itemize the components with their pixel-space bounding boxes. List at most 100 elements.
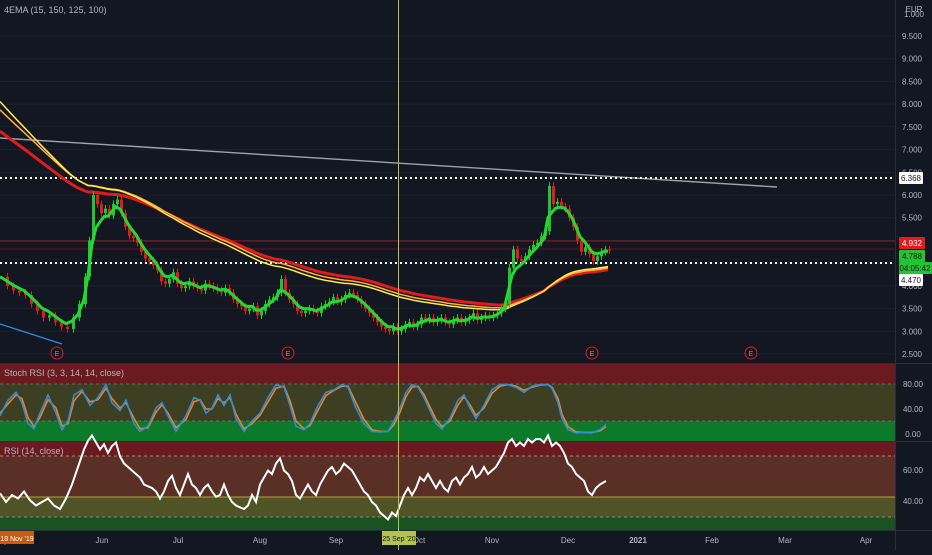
candle-body (128, 226, 131, 236)
price-tick: 7.000 (902, 146, 923, 155)
price-tick: 9.500 (902, 32, 923, 41)
candle-body (36, 304, 39, 311)
candle-body (512, 249, 515, 268)
candle-body (552, 185, 555, 205)
candle-body (164, 281, 167, 284)
earnings-circle[interactable] (281, 346, 295, 360)
candle-body (284, 279, 287, 293)
earnings-circle[interactable] (50, 346, 64, 360)
trendline-support[interactable] (0, 323, 63, 345)
stoch-indicator-label[interactable]: Stoch RSI (3, 3, 14, 14, close) (4, 368, 124, 378)
candle-body (136, 238, 139, 243)
candle-body (100, 204, 103, 214)
left-date-tag: 18 Nov '19 (0, 536, 33, 543)
time-label-mar: Mar (778, 536, 792, 545)
time-label-2021: 2021 (629, 536, 647, 545)
candle-body (66, 326, 69, 330)
candle-body (516, 249, 519, 259)
earnings-letter: E (55, 351, 60, 358)
time-label-jul: Jul (173, 536, 183, 545)
price-tick: 3.500 (902, 305, 923, 314)
rsi-guides (0, 455, 895, 518)
left-date-tag-bg (0, 531, 34, 544)
candle-body (248, 308, 251, 311)
candle-body (380, 322, 383, 327)
candle-body (448, 322, 451, 325)
stoch-rsi-guides (0, 383, 895, 422)
candle-body (520, 258, 523, 261)
currency-label: EUR (906, 5, 923, 14)
price-tick: 9.000 (902, 55, 923, 64)
candle-body (532, 244, 535, 250)
price-tag-bg (899, 172, 923, 184)
candle-body (180, 283, 183, 289)
candle-body (408, 322, 411, 325)
stoch-overbought-zone (0, 364, 895, 384)
candle-body (472, 313, 475, 318)
price-tick: 8.000 (902, 100, 923, 109)
time-label-feb: Feb (705, 536, 719, 545)
candle-body (148, 258, 151, 261)
candle-body (384, 326, 387, 330)
candle-body (104, 208, 107, 214)
candle-body (316, 310, 319, 314)
stoch-axis: 80.00 40.00 0.00 (903, 380, 924, 439)
candle-body (236, 299, 239, 305)
price-axis-top-cut: 1.000 (904, 10, 925, 19)
rsi-tick-60: 60.00 (903, 466, 924, 475)
trendline-resistance[interactable] (0, 137, 778, 188)
price-tag-bg (899, 237, 925, 249)
candle-body (296, 304, 299, 311)
rsi-axis: 60.00 40.00 (903, 466, 924, 506)
candle-body (280, 279, 283, 293)
price-tick: 2.500 (902, 350, 923, 359)
earnings-letter: E (749, 351, 754, 358)
earnings-letter: E (590, 351, 595, 358)
rsi-line (0, 433, 607, 522)
candle-body (260, 310, 263, 316)
candle-body (300, 310, 303, 314)
price-axis-ticks: 9.5009.0008.5008.0007.5007.0006.5006.000… (902, 32, 923, 359)
price-indicator-label[interactable]: 4EMA (15, 150, 125, 100) (4, 5, 107, 15)
candle-body (12, 285, 15, 291)
candle-body (348, 292, 351, 295)
price-tag-4932: 4.932 (902, 239, 923, 248)
candle-body (400, 329, 403, 332)
price-tag-4788: 4.788 (902, 252, 923, 261)
candle-body (304, 310, 307, 314)
price-tick: 4.000 (902, 282, 923, 291)
price-tick: 8.500 (902, 77, 923, 86)
ema-150-line (0, 130, 609, 307)
candle-body (608, 249, 611, 251)
price-tag-bg (899, 262, 932, 274)
earnings-circle[interactable] (744, 346, 758, 360)
price-tag-6368: 6.368 (901, 174, 922, 183)
countdown-tag: 04:05:42 (899, 264, 931, 273)
candle-body (424, 317, 427, 320)
rsi-indicator-label[interactable]: RSI (14, close) (4, 446, 64, 456)
candle-body (42, 310, 45, 318)
time-label-nov: Nov (485, 536, 499, 545)
candle-body (132, 235, 135, 239)
candle-body (184, 285, 187, 289)
price-tick: 3.000 (902, 327, 923, 336)
candle-body (560, 201, 563, 207)
rsi-lower-zone (0, 497, 895, 517)
earnings-letter: E (286, 351, 291, 358)
cursor-date-tag-bg (382, 531, 416, 545)
stoch-tick-40: 40.00 (903, 405, 924, 414)
price-tick: 5.500 (902, 214, 923, 223)
candle-body (48, 315, 51, 318)
candle-body (116, 199, 119, 205)
candle-body (580, 240, 583, 252)
time-label-aug: Aug (253, 536, 267, 545)
candle-body (336, 297, 339, 302)
price-tick: 6.000 (902, 191, 923, 200)
rsi-top-zone (0, 442, 895, 456)
candle-body (584, 247, 587, 252)
candle-body (144, 251, 147, 259)
earnings-circle[interactable] (585, 346, 599, 360)
